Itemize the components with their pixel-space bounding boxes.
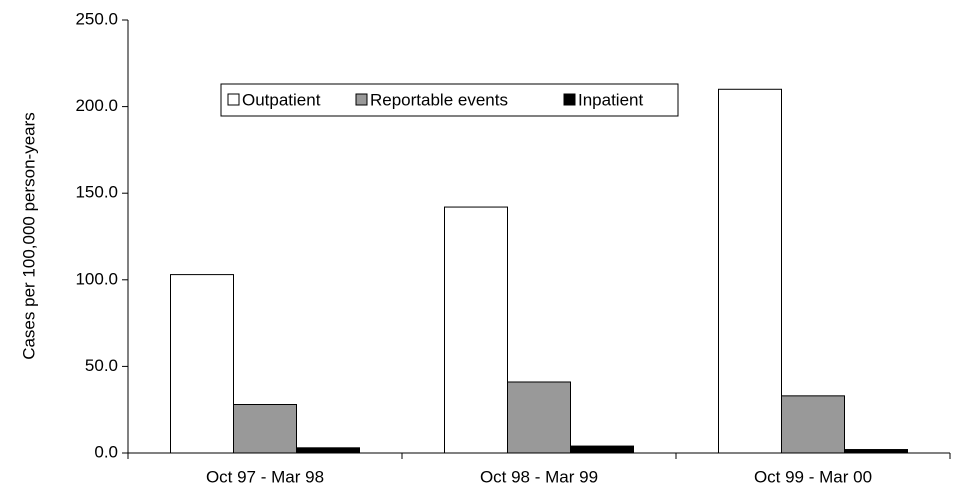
y-tick-label: 50.0 [85, 356, 118, 375]
legend-swatch [563, 93, 576, 106]
legend-swatch [355, 93, 368, 106]
bar [781, 395, 845, 454]
bar [718, 88, 782, 454]
legend-label: Inpatient [578, 90, 643, 109]
bar [844, 449, 908, 454]
bar [170, 274, 234, 454]
y-tick-label: 200.0 [75, 96, 118, 115]
bar [233, 404, 297, 454]
bar [296, 447, 360, 454]
x-tick-label: Oct 99 - Mar 00 [754, 467, 872, 486]
x-tick-label: Oct 97 - Mar 98 [206, 467, 324, 486]
y-axis-title: Cases per 100,000 person-years [19, 112, 38, 360]
y-tick-label: 250.0 [75, 9, 118, 28]
bar [570, 445, 634, 454]
bar [507, 381, 571, 454]
x-tick-label: Oct 98 - Mar 99 [480, 467, 598, 486]
y-tick-label: 0.0 [94, 442, 118, 461]
legend-label: Reportable events [370, 90, 508, 109]
legend-swatch [227, 93, 240, 106]
y-tick-label: 150.0 [75, 183, 118, 202]
bar [444, 206, 508, 454]
y-tick-label: 100.0 [75, 269, 118, 288]
legend-box [220, 83, 679, 117]
legend-label: Outpatient [242, 90, 321, 109]
